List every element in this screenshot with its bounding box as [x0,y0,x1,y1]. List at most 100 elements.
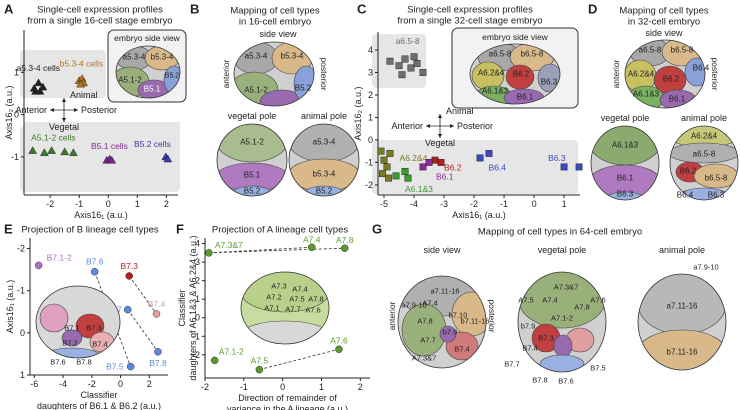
point [379,170,386,178]
point [425,158,433,166]
label: A6.2&4 [691,132,718,141]
label: A7.3 [271,282,286,291]
label: B5.2 [316,187,333,196]
point [395,62,403,70]
point [383,163,391,171]
band [372,140,578,194]
series-label: B7.3 [120,261,138,271]
label: A7.4 [292,285,307,294]
label: embryo side view [114,33,181,43]
x-tick-label: -2 [88,379,96,389]
label: A7.6 [305,306,320,315]
x-axis-label: Direction of remainder of [238,393,337,403]
y-tick-label: -2 [192,350,200,360]
chart-title: Single-cell expression profiles [407,5,533,16]
point [124,305,132,314]
label: B6.3 [708,191,725,200]
series-label: B7.5 [106,362,124,372]
x-tick-label: -4 [410,199,418,209]
label: Animal [70,90,98,100]
label: Posterior [81,105,117,115]
label: B6.2 [513,70,530,79]
cell-group [684,57,705,87]
label: B7.3 [86,324,101,333]
label: a6.5-8 [489,50,512,59]
point [476,154,484,162]
label: vegetal pole [228,111,277,121]
series-label: B5.2 cells [134,139,171,149]
series-label: A5.1-2 cells [31,133,75,143]
series-label: B7.6 [86,257,104,267]
label: anterior [387,301,397,330]
x-axis-label: variance in the A lineage (a.u.) [227,404,348,410]
label: B6.4 [693,64,710,73]
x-axis-label: Classifier [80,390,117,400]
y-tick-label: 0 [14,110,19,120]
series-label: A7.5 [251,356,269,366]
connector [128,275,157,315]
y-axis-label: Classifier [177,289,187,326]
series-label: A7.8 [336,235,354,245]
label: B5.2 [244,187,261,196]
point [34,78,43,87]
label: in 16-cell embryo [239,17,311,28]
label: B7.7 [504,360,519,369]
embryo-cells [116,46,180,98]
x-tick-label: 0 [118,379,123,389]
label: anterior [611,59,621,88]
band [20,126,180,192]
y-tick-label: 1 [14,67,19,77]
point [401,55,409,63]
label: B7.1 [64,324,79,333]
label: B6.2 [680,167,697,176]
band [372,34,426,88]
label: B6.4 [677,191,694,200]
label: A7.1-2 [551,314,573,323]
label: b5.3-4 [313,170,336,179]
embryo-outline [233,41,315,107]
x-tick-label: -3 [440,199,448,209]
label: side view [259,29,297,39]
label: A7.6 [590,296,605,305]
point [47,146,56,154]
panel-letter: B [190,2,199,17]
label: B6.1 [617,174,634,183]
label: posterior [710,57,720,90]
embryo-outline [669,125,739,201]
y-tick-label: 1 [368,112,373,122]
cell-group [241,272,329,313]
point [398,71,406,79]
embryo-outline [517,271,607,373]
label: A7.8 [574,303,589,312]
label: A7.4 [422,299,437,308]
point [205,249,213,257]
chart-title: from a single 16-cell stage embryo [27,16,172,27]
series-label: B7.8 [149,358,167,368]
point [28,146,38,154]
y-tick-label: 2 [195,276,200,286]
label: Mapping of cell types in 64-cell embryo [478,227,642,238]
label: B7.4 [92,340,107,349]
label: animal pole [301,111,347,121]
point [407,64,415,72]
cell-group [401,303,447,357]
y-tick-label: 0 [368,135,373,145]
x-axis-label: Axis16₁ (a.u.) [452,210,506,220]
point [126,362,135,371]
label: animal pole [659,245,705,255]
cell-group [638,329,726,370]
point [154,348,162,356]
x-tick-label: 2 [358,382,363,392]
label: B6.3 [617,190,634,199]
y-tick-label: 4 [195,239,200,249]
label: a5.3-4 [313,138,336,147]
embryo-outline [240,271,330,345]
connector [208,247,345,254]
point [386,150,394,157]
label: b6.5-8 [705,174,728,183]
connector [127,309,159,353]
label: Mapping of cell types [619,6,708,17]
point [69,148,78,156]
label: Vegetal [49,122,79,132]
cell-group [75,313,105,339]
